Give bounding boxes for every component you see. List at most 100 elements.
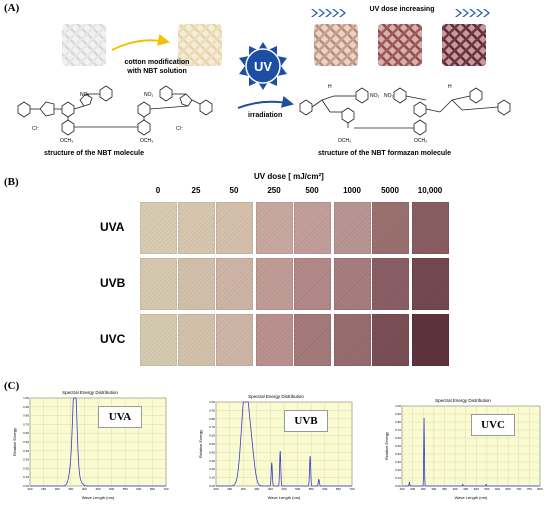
row-label-uvc: UVC — [100, 332, 126, 346]
swatch-uvc-7 — [412, 314, 449, 366]
swatch-uva-7 — [412, 202, 449, 254]
x-tick-label: 800 — [537, 487, 542, 491]
dose-label-4: 500 — [305, 186, 319, 195]
swatch-uvc-5 — [334, 314, 371, 366]
y-tick-label: 0.30 — [209, 459, 215, 463]
y-tick-label: 0.50 — [23, 440, 29, 444]
y-tick-label: 0.10 — [209, 476, 215, 480]
chart-label-uvc: UVC — [471, 414, 516, 436]
formazan-no2-left: NO₂ — [370, 93, 380, 99]
row-label-uvb: UVB — [100, 276, 126, 290]
y-axis-label: Relative Energy — [12, 428, 17, 456]
spectrum-line — [402, 417, 540, 487]
x-tick-label: 400 — [82, 487, 87, 491]
chart-label-uva: UVA — [98, 406, 142, 428]
x-tick-label: 600 — [495, 487, 500, 491]
y-tick-label: 0.40 — [23, 449, 29, 453]
x-tick-label: 150 — [399, 487, 404, 491]
formazan-h-left: H — [328, 84, 332, 90]
x-axis-label: Wave Length (nm) — [82, 495, 115, 500]
y-tick-label: 0.80 — [209, 417, 215, 421]
x-tick-label: 500 — [109, 487, 114, 491]
y-tick-label: 0.80 — [395, 420, 401, 424]
x-tick-label: 650 — [336, 487, 341, 491]
x-tick-label: 250 — [41, 487, 46, 491]
y-tick-label: 0.30 — [395, 460, 401, 464]
nbt-no2-left: NO₂ — [80, 92, 90, 98]
formazan-no2-right: NO₂ — [384, 93, 394, 99]
y-tick-label: 0.80 — [23, 414, 29, 418]
chart-title: Spectral Energy Distribution — [248, 394, 304, 399]
x-tick-label: 700 — [163, 487, 168, 491]
formazan-och3-right: OCH₃ — [414, 138, 428, 144]
formazan-structure-caption: structure of the NBT formazan molecule — [318, 150, 452, 157]
dose-label-0: 0 — [155, 186, 161, 195]
y-tick-label: 1.00 — [395, 404, 401, 408]
swatch-uvb-5 — [334, 258, 371, 310]
x-tick-label: 550 — [123, 487, 128, 491]
y-tick-label: 0.20 — [395, 468, 401, 472]
spectral-chart-uvb: Spectral Energy Distribution 0.00 0.10 0.20… — [198, 394, 355, 500]
x-tick-label: 750 — [527, 487, 532, 491]
y-tick-label: 0.90 — [23, 405, 29, 409]
swatch-uvb-1 — [178, 258, 215, 310]
spectral-chart-uva: Spectral Energy Distribution 0.00 0.10 0.20… — [12, 390, 169, 500]
swatch-uvc-2 — [216, 314, 253, 366]
y-tick-label: 0.00 — [23, 484, 29, 488]
uv-dose-increasing-label: UV dose increasing — [369, 6, 435, 13]
chevron-icons — [311, 9, 490, 17]
uv-badge-label: UV — [253, 59, 273, 74]
dose-label-5: 1000 — [343, 186, 361, 195]
y-tick-label: 0.60 — [209, 434, 215, 438]
modification-label-line2: with NBT solution — [127, 68, 187, 75]
x-tick-label: 600 — [136, 487, 141, 491]
panel-c-letter: (C) — [4, 380, 20, 392]
y-tick-label: 0.40 — [395, 452, 401, 456]
y-tick-label: 0.30 — [23, 458, 29, 462]
y-tick-label: 0.00 — [395, 484, 401, 488]
swatch-uvc-6 — [372, 314, 409, 366]
swatch-uva-1 — [178, 202, 215, 254]
x-tick-label: 300 — [241, 487, 246, 491]
nbt-structure-caption: structure of the NBT molecule — [44, 150, 144, 157]
irradiation-arrow — [237, 96, 294, 109]
x-axis-label: Wave Length (nm) — [268, 495, 301, 500]
swatch-uva-2 — [216, 202, 253, 254]
dose-label-6: 5000 — [381, 186, 399, 195]
dose-label-2: 50 — [229, 186, 239, 195]
modification-label-line1: cotton modification — [124, 59, 190, 66]
swatch-uva-3 — [256, 202, 293, 254]
x-tick-label: 450 — [463, 487, 468, 491]
untreated-cotton-swatch — [62, 24, 106, 66]
irradiated-swatch-3 — [442, 24, 486, 66]
x-tick-label: 400 — [453, 487, 458, 491]
dose-label-1: 25 — [191, 186, 201, 195]
swatch-uvb-3 — [256, 258, 293, 310]
x-tick-label: 500 — [295, 487, 300, 491]
x-tick-label: 200 — [213, 487, 218, 491]
nbt-cotton-swatch — [178, 24, 222, 66]
swatch-uva-0 — [140, 202, 177, 254]
chart-title: Spectral Energy Distribution — [62, 390, 118, 395]
row-label-uva: UVA — [100, 220, 125, 234]
y-tick-label: 0.90 — [395, 412, 401, 416]
x-tick-label: 200 — [410, 487, 415, 491]
swatch-uvb-2 — [216, 258, 253, 310]
y-tick-label: 0.20 — [23, 466, 29, 470]
irradiated-swatch-2 — [378, 24, 422, 66]
modification-arrow — [111, 34, 170, 51]
y-tick-label: 0.70 — [395, 428, 401, 432]
chart-label-uvb: UVB — [284, 410, 328, 432]
x-tick-label: 450 — [281, 487, 286, 491]
nbt-no2-right: NO₂ — [144, 92, 154, 98]
swatch-uvc-0 — [140, 314, 177, 366]
y-tick-label: 0.10 — [23, 475, 29, 479]
swatch-uvc-4 — [294, 314, 331, 366]
y-tick-label: 0.60 — [23, 431, 29, 435]
y-axis-label: Relative Energy — [198, 430, 203, 458]
spectral-chart-uvc: Spectral Energy Distribution 0.00 0.10 0.20… — [384, 398, 543, 500]
y-tick-label: 1.00 — [23, 396, 29, 400]
panel-a-letter: (A) — [4, 2, 20, 14]
x-tick-label: 350 — [254, 487, 259, 491]
swatch-uvb-4 — [294, 258, 331, 310]
